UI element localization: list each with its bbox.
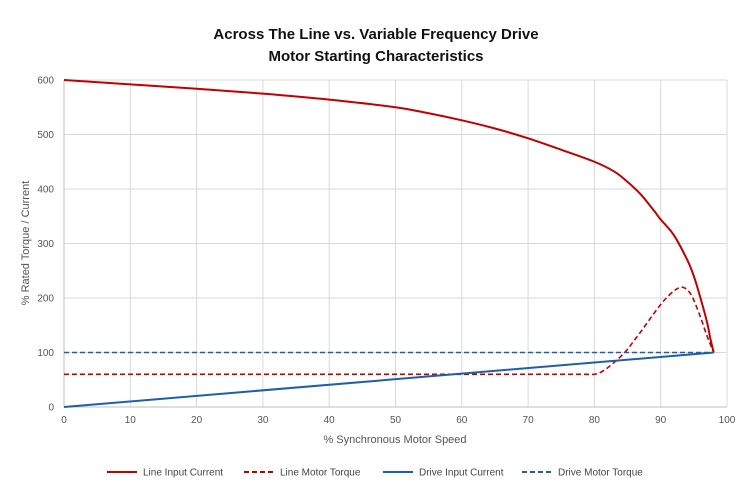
series-line-motor-torque [64,286,715,376]
legend-label-drive-motor-torque: Drive Motor Torque [558,468,643,479]
x-tick-label: 50 [390,415,402,426]
chart-title-line-2: Motor Starting Characteristics [268,48,483,65]
legend: Line Input Current Line Motor Torque Drive… [107,468,643,479]
x-tick-label: 70 [523,415,535,426]
y-tick-label: 600 [37,76,54,87]
y-axis-label: % Rated Torque / Current [20,181,32,306]
x-tick-label: 60 [456,415,468,426]
gridlines [63,79,728,408]
x-tick-label: 20 [191,415,203,426]
series-lines [63,79,715,408]
x-tick-label: 90 [655,415,667,426]
y-tick-label: 400 [37,185,54,196]
legend-label-line-motor-torque: Line Motor Torque [280,468,361,479]
series-drive-input-current [63,351,714,408]
x-axis-label: % Synchronous Motor Speed [323,434,466,446]
series-line-input-current [63,79,715,353]
y-tick-label: 500 [37,130,54,141]
y-tick-label: 0 [48,403,54,414]
x-tick-label: 40 [324,415,336,426]
x-tick-label: 10 [125,415,137,426]
x-tick-label: 0 [61,415,67,426]
x-tick-label: 30 [257,415,269,426]
y-tick-label: 200 [37,294,54,305]
legend-label-drive-input-current: Drive Input Current [419,468,504,479]
chart-title-line-1: Across The Line vs. Variable Frequency D… [213,26,538,43]
x-tick-label: 80 [589,415,601,426]
y-tick-label: 100 [37,348,54,359]
legend-label-line-input-current: Line Input Current [143,468,223,479]
tick-labels: 0 10 20 30 40 50 60 70 80 90 100 0 100 200 300 400 500 60… [37,76,735,427]
y-tick-label: 300 [37,239,54,250]
x-tick-label: 100 [719,415,736,426]
